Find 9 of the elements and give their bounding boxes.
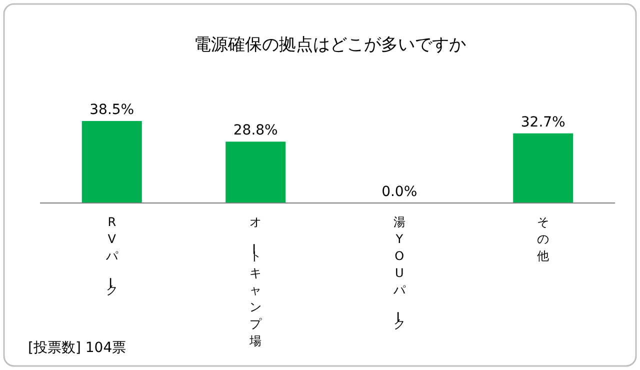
text: [投票数] 104票: [28, 340, 126, 356]
chart-title: 電源確保の拠点はどこが多いですか: [194, 35, 466, 55]
data-label: 32.7%: [520, 114, 566, 130]
data-label: 28.8%: [233, 122, 278, 139]
data-label: 38.5%: [90, 102, 134, 118]
data-label: 0.0%: [382, 184, 418, 200]
x-tick-label: 湯YOUパーク: [390, 215, 406, 331]
x-tick-label: RVパーク: [102, 215, 119, 297]
x-tick-label: その他: [537, 215, 550, 263]
